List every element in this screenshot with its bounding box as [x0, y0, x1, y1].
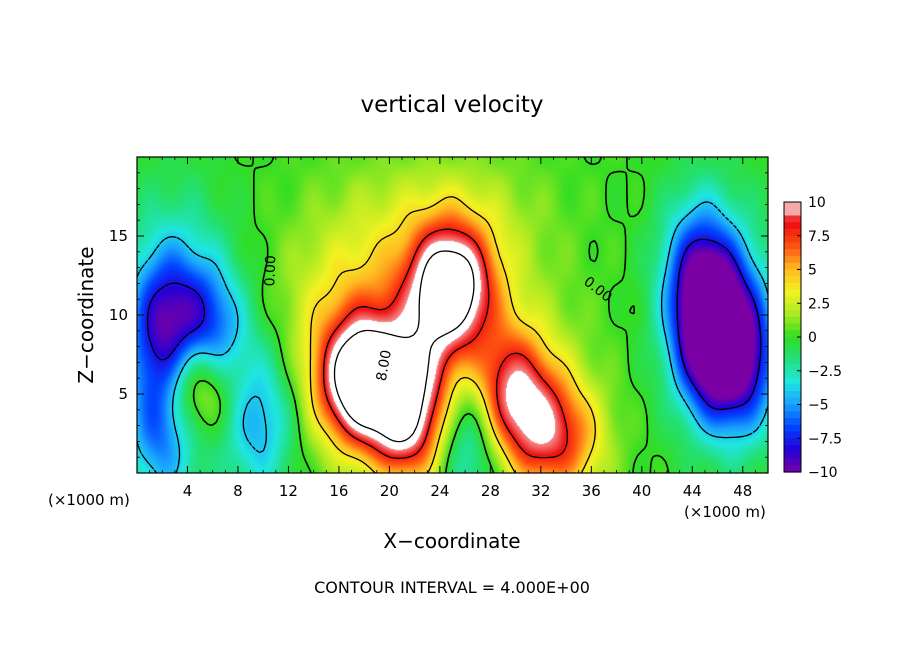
- colorbar-swatch: [784, 391, 801, 399]
- colorbar-swatch: [784, 424, 801, 433]
- contour-lines: [137, 157, 768, 473]
- colorbar-swatch: [784, 330, 801, 338]
- colorbar-swatch: [784, 411, 801, 419]
- contour-level: [333, 250, 475, 443]
- contour-interval-note: CONTOUR INTERVAL = 4.000E+00: [314, 578, 590, 597]
- colorbar-tick-label: −7.5: [808, 431, 842, 447]
- colorbar-swatch: [784, 202, 801, 210]
- colorbar-swatch: [784, 465, 801, 473]
- contour-level: [146, 238, 762, 411]
- contour-level: [192, 157, 670, 473]
- colorbar-swatch: [784, 337, 801, 345]
- colorbar-swatch: [784, 397, 801, 406]
- x-tick-label: 48: [733, 482, 752, 500]
- colorbar-swatch: [784, 296, 801, 304]
- colorbar-tick-label: −2.5: [808, 364, 842, 380]
- colorbar-swatch: [784, 303, 801, 311]
- contour-label: 0.00: [262, 255, 279, 287]
- contour-label-text: 8.00: [374, 349, 395, 382]
- x-tick-label: 32: [531, 482, 550, 500]
- colorbar-swatch: [784, 235, 801, 244]
- colorbar-swatch: [784, 316, 801, 325]
- colorbar-tick-label: −5: [808, 398, 829, 414]
- y-axis: 5 10 15: [109, 172, 768, 458]
- y-tick-label: 15: [109, 227, 128, 245]
- colorbar-swatch: [784, 249, 801, 257]
- contour-level: [322, 228, 569, 459]
- colorbar-swatch: [784, 451, 801, 460]
- colorbar-swatch: [784, 384, 801, 392]
- colorbar-swatch: [784, 283, 801, 291]
- colorbar-tick-label: 5: [808, 263, 817, 279]
- colorbar-tick-label: −10: [808, 465, 838, 481]
- y-tick-label: 10: [109, 306, 128, 324]
- colorbar-swatch: [784, 276, 801, 284]
- colorbar-tick-label: 10: [808, 195, 826, 211]
- colorbar-swatch: [784, 431, 801, 439]
- colorbar-swatch: [784, 323, 801, 331]
- x-tick-label: 28: [481, 482, 500, 500]
- x-tick-label: 8: [233, 482, 243, 500]
- colorbar-swatch: [784, 242, 801, 250]
- x-axis: 4 8 12 16 20 24 28 32 36 40 44 48: [149, 157, 756, 500]
- x-tick-label: 24: [430, 482, 449, 500]
- colorbar-swatch: [784, 215, 801, 223]
- colorbar-swatch: [784, 229, 801, 237]
- velocity-field: [137, 157, 768, 473]
- x-tick-label: 4: [183, 482, 193, 500]
- colorbar-swatch: [784, 364, 801, 372]
- x-axis-label: X−coordinate: [383, 529, 520, 553]
- colorbar-swatch: [784, 445, 801, 453]
- x-unit-right: (×1000 m): [684, 503, 766, 521]
- colorbar-swatch: [784, 310, 801, 318]
- colorbar-tick-label: 2.5: [808, 296, 830, 312]
- colorbar-swatch: [784, 357, 801, 365]
- chart-title: vertical velocity: [361, 92, 544, 118]
- colorbar: 10 7.5 5 2.5 0 −2.5 −5 −7.5 −10: [783, 195, 842, 481]
- colorbar-swatch: [784, 343, 801, 352]
- x-unit-left: (×1000 m): [48, 491, 130, 509]
- contour-level: [137, 201, 768, 473]
- colorbar-swatch: [784, 222, 801, 230]
- x-tick-label: 40: [632, 482, 651, 500]
- colorbar-tick-label: 0: [808, 330, 817, 346]
- contour-label: 8.00: [374, 349, 395, 382]
- plot-area: [137, 157, 768, 473]
- colorbar-tick-label: 7.5: [808, 229, 830, 245]
- x-tick-label: 20: [380, 482, 399, 500]
- colorbar-swatch: [784, 350, 801, 358]
- x-tick-label: 36: [582, 482, 601, 500]
- colorbar-swatch: [784, 458, 801, 466]
- colorbar-swatch: [784, 370, 801, 379]
- colorbar-swatch: [784, 256, 801, 264]
- x-tick-label: 12: [279, 482, 298, 500]
- colorbar-swatch: [784, 269, 801, 277]
- colorbar-swatch: [784, 289, 801, 298]
- colorbar-swatch: [784, 262, 801, 271]
- contour-level: [309, 196, 596, 473]
- y-tick-label: 5: [118, 385, 128, 403]
- colorbar-swatch: [784, 438, 801, 446]
- x-tick-label: 16: [329, 482, 348, 500]
- colorbar-swatch: [784, 418, 801, 426]
- colorbar-swatch: [784, 404, 801, 412]
- colorbar-swatch: [784, 377, 801, 385]
- contour-label-text: 0.00: [262, 255, 279, 287]
- x-tick-label: 44: [683, 482, 702, 500]
- colorbar-swatch: [784, 208, 801, 217]
- y-axis-label: Z−coordinate: [74, 246, 98, 383]
